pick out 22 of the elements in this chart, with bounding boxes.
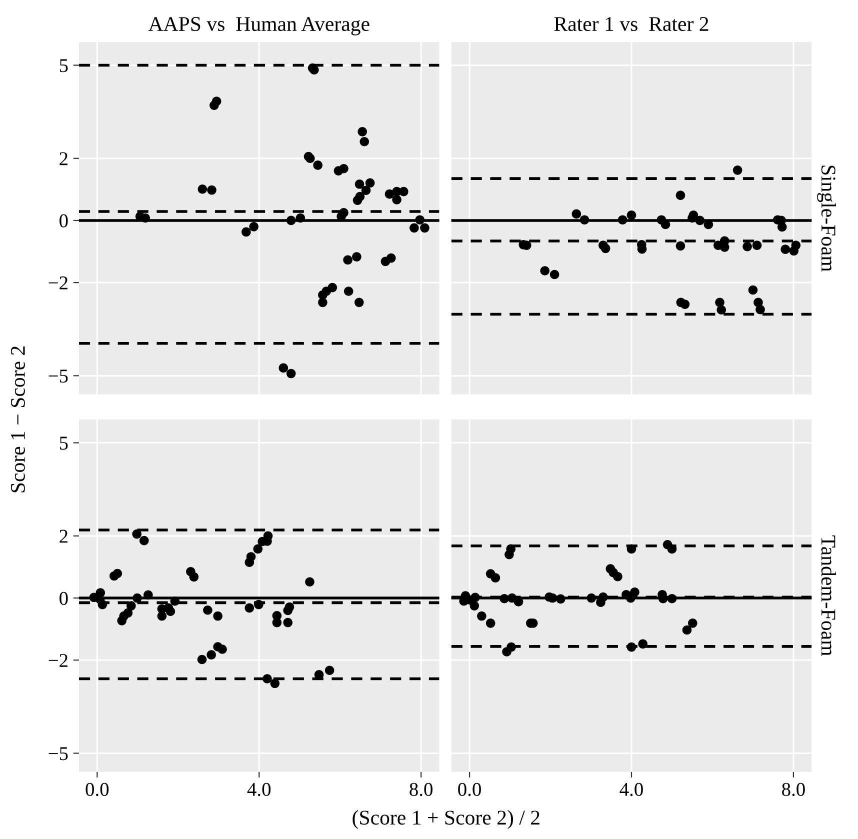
chart-title: AAPS vs Human Average bbox=[148, 17, 370, 36]
y-axis-title: Score 1 − Score 2 bbox=[10, 346, 25, 492]
x-axis-title: (Score 1 + Score 2) / 2 bbox=[352, 810, 540, 829]
y-tick-label: 5 bbox=[60, 436, 68, 450]
y-tick-label: 5 bbox=[60, 59, 68, 72]
x-tick-label: 8.0 bbox=[410, 782, 432, 796]
x-tick-label: 4.0 bbox=[247, 782, 271, 796]
text: Tandem-Foam bbox=[821, 535, 836, 656]
y-tick-label: 2 bbox=[60, 530, 68, 543]
y-tick-label: 0 bbox=[60, 592, 68, 605]
text: Single-Foam bbox=[817, 166, 836, 272]
x-tick-label: 0.0 bbox=[458, 782, 481, 796]
y-tick-label: −2 bbox=[48, 276, 68, 290]
x-tick-label: 0.0 bbox=[86, 782, 109, 796]
x-tick-label: 4.0 bbox=[620, 782, 643, 796]
y-tick-label: 2 bbox=[60, 152, 68, 166]
chart-title: Rater 1 vs Rater 2 bbox=[554, 17, 708, 32]
y-tick-label: −5 bbox=[48, 370, 68, 383]
x-tick-label: 8.0 bbox=[782, 782, 805, 796]
y-tick-label: −2 bbox=[48, 654, 68, 667]
y-tick-label: −5 bbox=[48, 747, 68, 760]
y-tick-label: 0 bbox=[60, 214, 68, 228]
